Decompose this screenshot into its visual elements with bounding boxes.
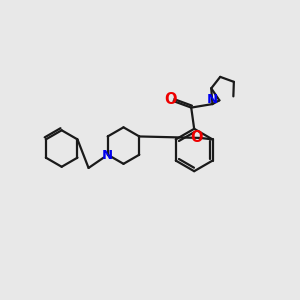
Text: O: O — [190, 130, 202, 146]
Text: N: N — [101, 149, 113, 162]
Text: N: N — [207, 93, 218, 106]
Text: O: O — [164, 92, 176, 107]
